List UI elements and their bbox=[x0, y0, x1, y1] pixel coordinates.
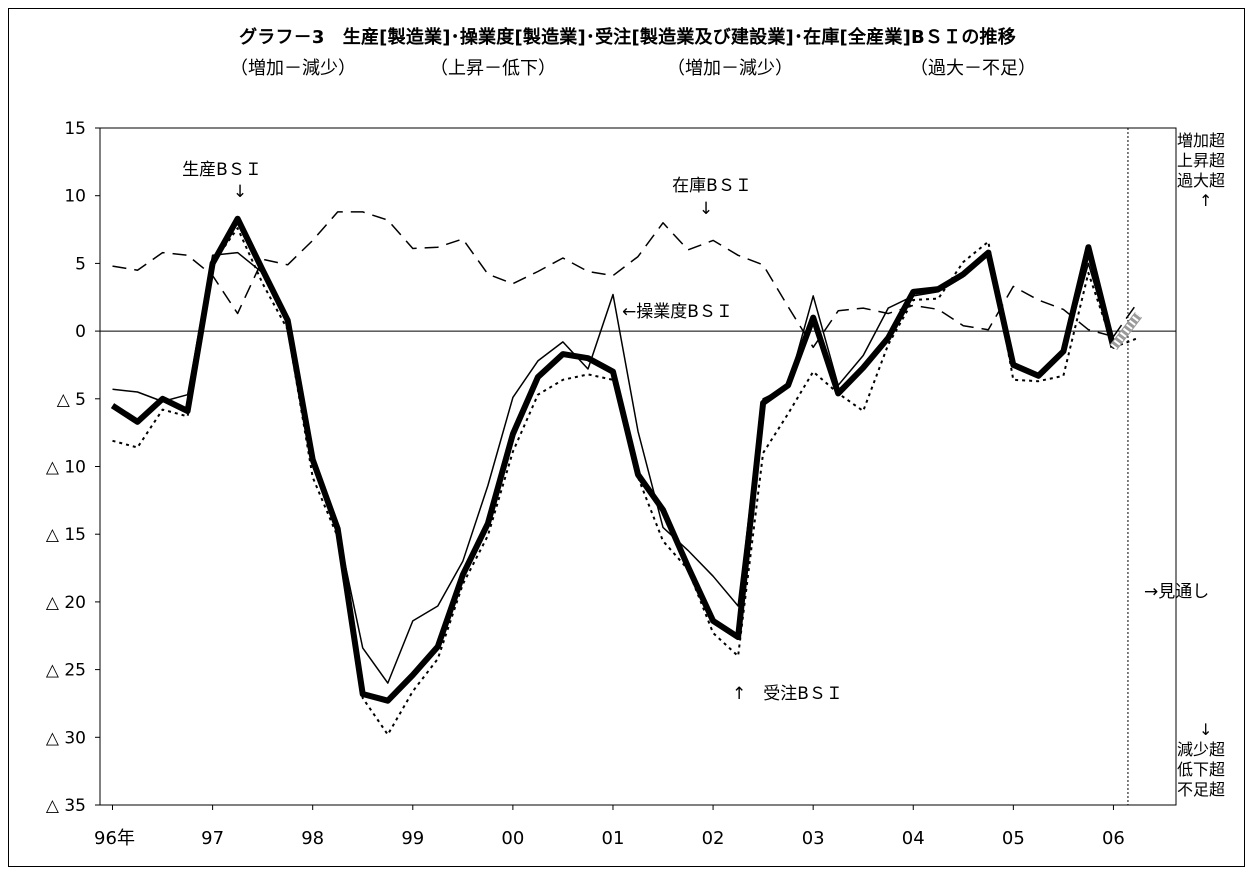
tick-labels: 15 10 5 0 △ 5 △ 10 △ 15 △ 20 △ 25 △ 30 △ 35 96年 97 98… bbox=[46, 119, 1125, 849]
annotation-production-arrow: ↓ bbox=[233, 182, 247, 202]
right-label-decrease: 減少超 bbox=[1177, 740, 1226, 759]
x-tick-label: 00 bbox=[501, 828, 524, 849]
y-tick-label: △ 35 bbox=[46, 796, 86, 816]
y-tick-label: △ 10 bbox=[46, 458, 86, 478]
axes bbox=[95, 127, 1177, 810]
right-label-lower: ↓ 減少超 低下超 不足超 bbox=[1177, 720, 1225, 800]
y-tick-label: △ 5 bbox=[57, 390, 86, 410]
x-tick-label: 98 bbox=[301, 828, 324, 849]
x-tick-label: 06 bbox=[1102, 828, 1125, 849]
x-tick-label: 05 bbox=[1002, 828, 1025, 849]
annotation-orders: ↑ 受注BＳＩ bbox=[732, 684, 843, 704]
right-arrow-up: ↑ bbox=[1199, 191, 1213, 210]
annotation-utilization: ←操業度BＳＩ bbox=[622, 302, 733, 322]
annotation-forecast: →見通し bbox=[1144, 582, 1209, 602]
annotation-inventory: 在庫BＳＩ bbox=[672, 176, 752, 196]
series-line-thin bbox=[112, 250, 1115, 684]
series-line-dotted bbox=[112, 227, 1115, 736]
y-tick-label: △ 30 bbox=[46, 728, 86, 748]
series-line-thick bbox=[110, 215, 1117, 704]
y-tick-label: 10 bbox=[64, 187, 86, 207]
y-tick-label: 0 bbox=[75, 322, 86, 342]
forecast-hatch bbox=[1110, 312, 1142, 350]
y-tick-label: △ 20 bbox=[46, 593, 86, 613]
right-label-excess: 過大超 bbox=[1177, 171, 1226, 190]
x-tick-label: 96年 bbox=[94, 828, 135, 849]
right-label-increase: 増加超 bbox=[1177, 131, 1226, 150]
x-tick-label: 04 bbox=[902, 828, 925, 849]
series-line-dashed bbox=[112, 211, 1114, 349]
x-tick-label: 03 bbox=[802, 828, 825, 849]
chart-frame bbox=[8, 8, 1245, 867]
x-tick-label: 02 bbox=[702, 828, 725, 849]
subtitle-inventory: （過大－不足） bbox=[910, 58, 1036, 79]
x-tick-label: 01 bbox=[602, 828, 625, 849]
y-tick-label: △ 25 bbox=[46, 661, 86, 681]
annotation-inventory-arrow: ↓ bbox=[699, 199, 713, 219]
subtitle-utilization: （上昇－低下） bbox=[430, 58, 556, 79]
annotation-production: 生産BＳＩ bbox=[182, 160, 262, 180]
y-tick-label: 15 bbox=[64, 119, 86, 139]
y-tick-label: △ 15 bbox=[46, 525, 86, 545]
forecast-segment-dashed bbox=[1112, 300, 1140, 337]
annotations: 生産BＳＩ↓ 在庫BＳＩ↓←操業度BＳＩ↑ 受注BＳＩ→見通し bbox=[182, 160, 1209, 704]
right-arrow-down: ↓ bbox=[1199, 720, 1213, 739]
right-label-shortage: 不足超 bbox=[1177, 780, 1226, 799]
right-label-fall: 低下超 bbox=[1177, 760, 1226, 779]
right-label-rise: 上昇超 bbox=[1177, 151, 1226, 170]
chart-title: グラフ－3 生産[製造業]･操業度[製造業]･受注[製造業及び建設業]･在庫[全… bbox=[239, 27, 1016, 48]
x-tick-label: 97 bbox=[201, 828, 224, 849]
subtitle-orders: （増加－減少） bbox=[667, 58, 793, 79]
series-lines bbox=[110, 211, 1143, 736]
x-tick-label: 99 bbox=[401, 828, 424, 849]
y-tick-label: 5 bbox=[75, 254, 86, 274]
right-label-upper: 増加超 上昇超 過大超 ↑ bbox=[1177, 131, 1225, 211]
forecast-segment-dotted bbox=[1113, 336, 1139, 349]
subtitle-production: （増加－減少） bbox=[230, 58, 356, 79]
